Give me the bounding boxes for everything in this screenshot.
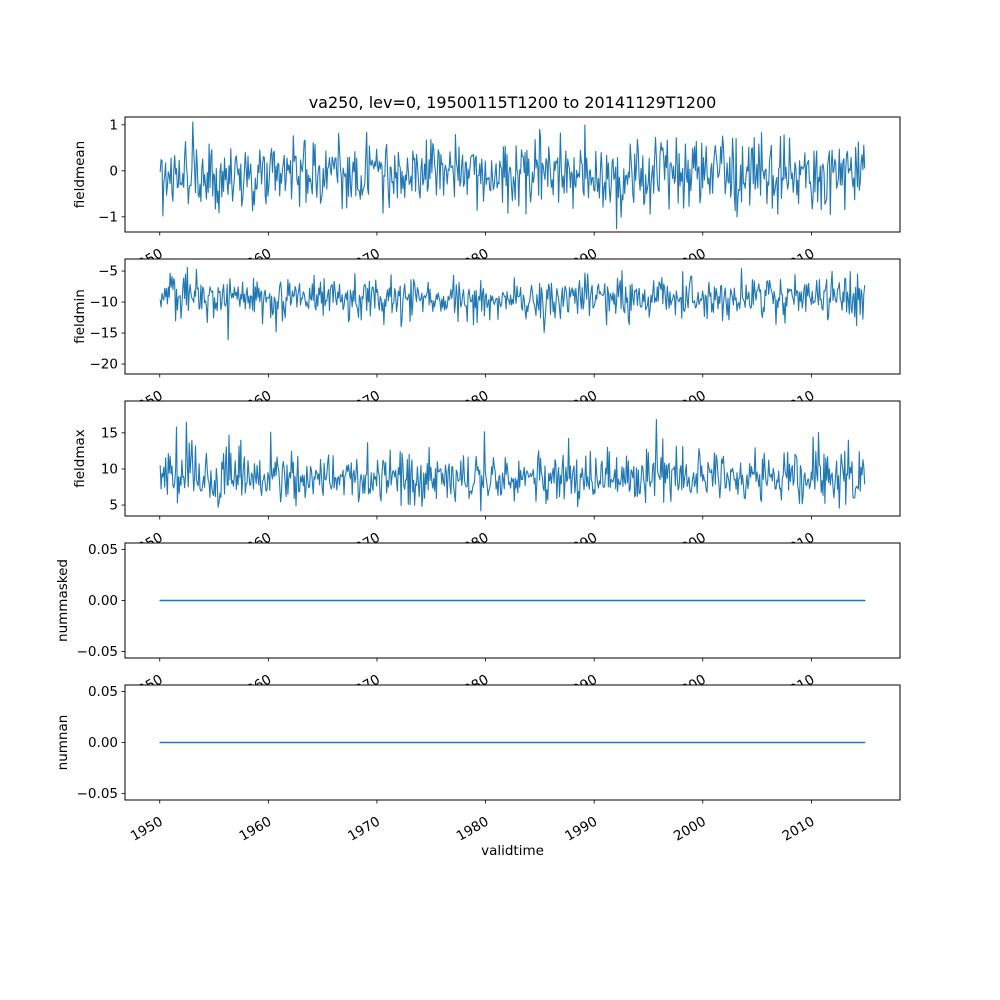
x-tick-label: 1980 [454,814,492,845]
subplot-numnan: 0.05 0.00 −0.05 1950 1960 1970 1980 1990 2000 201… [77,684,901,845]
y-tick-label: −15 [90,326,119,342]
y-axis-label-fieldmean: fieldmean [72,141,88,208]
y-tick-label: −10 [90,295,119,311]
axes-background [125,401,900,516]
x-tick-label: 2010 [780,814,818,845]
y-axis-label-fieldmin: fieldmin [72,289,88,344]
y-axis-label-nummasked: nummasked [55,559,71,642]
y-tick-label: 10 [101,461,118,477]
series-line-fieldmean [159,121,866,230]
y-tick-label: 1 [109,117,118,133]
axes-frame [124,258,901,375]
axes-background [125,259,900,374]
subplot-fieldmin: −5−10−15−201950196019701980199020002010 [90,258,901,419]
x-tick-label: 2000 [671,814,709,845]
x-tick-label: 1960 [237,814,275,845]
subplots-group: 10−11950196019701980199020002010−5−10−15… [77,116,901,845]
y-tick-label: 0.00 [88,735,118,751]
y-tick-label: −20 [90,357,119,373]
y-tick-label: 0 [109,163,118,179]
series-line-fieldmax [159,419,866,512]
x-axis-label: validtime [481,843,544,859]
subplot-fieldmax: 151051950196019701980199020002010 [101,400,901,561]
y-tick-label: 5 [109,498,118,514]
x-tick-label: 1950 [128,814,166,845]
figure-title: va250, lev=0, 19500115T1200 to 20141129T… [308,93,717,112]
subplot-fieldmean: 10−11950196019701980199020002010 [98,116,901,277]
y-tick-label: 0.05 [88,684,118,700]
y-tick-label: 0.00 [88,593,118,609]
y-tick-label: −0.05 [77,644,118,660]
y-tick-label: −0.05 [77,786,118,802]
y-tick-label: −5 [98,264,118,280]
y-axis-label-fieldmax: fieldmax [72,429,88,488]
y-tick-label: 0.05 [88,542,118,558]
x-tick-label: 1990 [562,814,600,845]
y-tick-label: 15 [101,425,118,441]
subplot-nummasked: 0.050.00−0.05195019601970198019902000201… [77,542,901,703]
axes-frame [124,400,901,517]
series-line-fieldmin [159,266,866,341]
axes-frame [124,116,901,233]
y-tick-label: −1 [98,209,118,225]
x-tick-label: 1970 [345,814,383,845]
y-axis-label-numnan: numnan [55,715,71,771]
axes-background [125,117,900,232]
